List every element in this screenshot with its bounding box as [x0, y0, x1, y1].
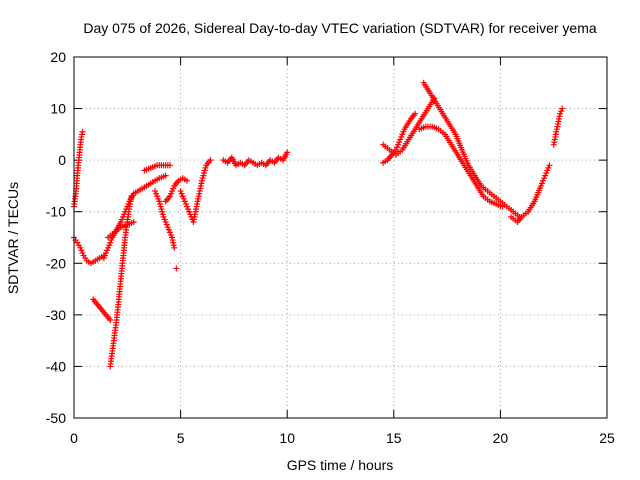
y-tick-label: 10 — [50, 101, 66, 117]
y-tick-label: -20 — [46, 255, 66, 271]
data-point — [79, 128, 86, 135]
y-tick-label: -50 — [46, 410, 66, 426]
x-tick-label: 10 — [279, 430, 295, 446]
grid-lines — [74, 57, 607, 418]
y-axis-label: SDTVAR / TECUs — [5, 182, 21, 294]
x-tick-label: 5 — [177, 430, 185, 446]
y-tick-label: -40 — [46, 358, 66, 374]
y-tick-label: -10 — [46, 204, 66, 220]
y-tick-label: 20 — [50, 49, 66, 65]
data-point — [173, 265, 180, 272]
data-point — [207, 157, 214, 164]
chart-title: Day 075 of 2026, Sidereal Day-to-day VTE… — [83, 20, 596, 36]
y-tick-label: -30 — [46, 307, 66, 323]
data-point — [107, 317, 114, 324]
data-point — [166, 162, 173, 169]
data-points — [71, 79, 566, 370]
x-tick-label: 0 — [70, 430, 78, 446]
data-point — [559, 105, 566, 112]
x-tick-label: 20 — [493, 430, 509, 446]
tick-labels: 0 5 10 15 20 25 -50 -40 -30 -20 -10 0 10 20 — [46, 49, 615, 446]
x-tick-label: 15 — [386, 430, 402, 446]
data-point — [499, 203, 506, 210]
data-point — [183, 177, 190, 184]
y-tick-label: 0 — [58, 152, 66, 168]
data-point — [128, 193, 135, 200]
plot-frame — [73, 56, 608, 419]
x-tick-label: 25 — [599, 430, 615, 446]
data-point — [171, 244, 178, 251]
data-point — [162, 172, 169, 179]
data-point — [130, 219, 137, 226]
x-axis-label: GPS time / hours — [287, 457, 394, 473]
data-point — [546, 162, 553, 169]
axis-ticks — [73, 56, 608, 419]
data-point — [284, 149, 291, 156]
data-point — [412, 110, 419, 117]
